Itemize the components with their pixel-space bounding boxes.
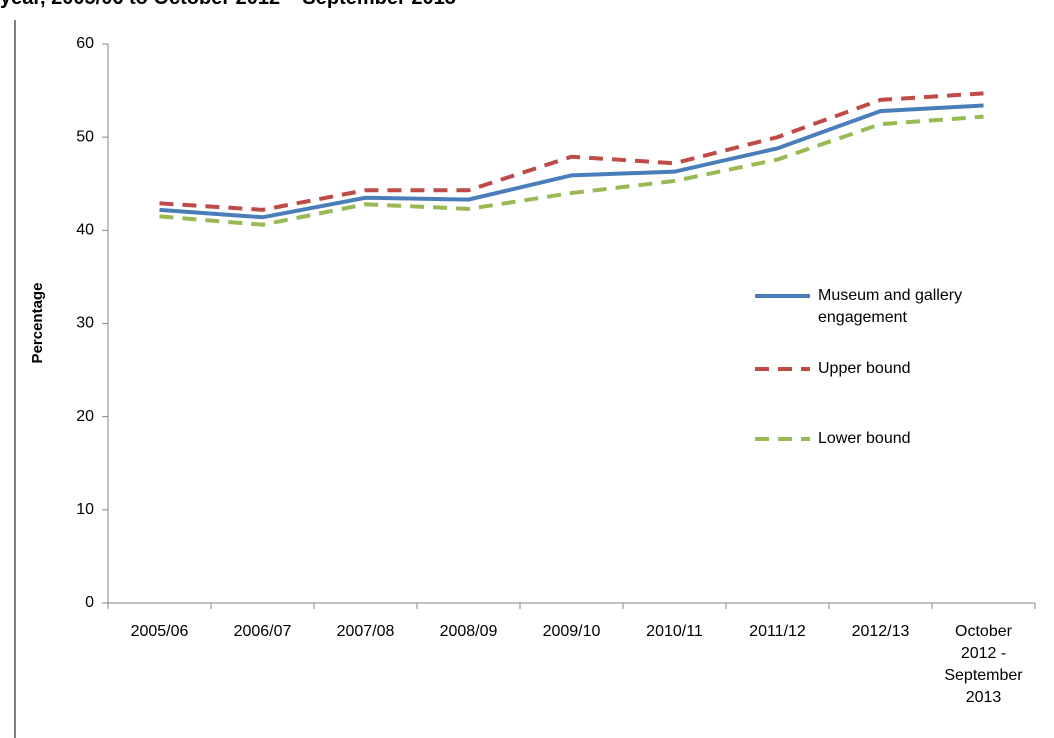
x-tick-label: 2007/08 xyxy=(336,623,395,640)
x-tick-label: 2006/07 xyxy=(233,623,292,640)
y-tick-label: 30 xyxy=(76,315,94,332)
y-tick-label: 40 xyxy=(76,222,94,239)
y-tick-label: 10 xyxy=(76,501,94,518)
y-tick-label: 60 xyxy=(76,35,94,52)
x-tick-label: 2005/06 xyxy=(130,623,189,640)
line-series xyxy=(159,114,984,227)
x-tick-label: 2012/13 xyxy=(851,623,910,640)
x-tick-label: 2009/10 xyxy=(542,623,601,640)
line-series xyxy=(159,103,984,220)
y-tick-label: 0 xyxy=(85,594,94,611)
y-tick-label: 20 xyxy=(76,408,94,425)
y-tick-label: 50 xyxy=(76,128,94,145)
chart-title: year, 2005/06 to October 2012 – Septembe… xyxy=(0,0,456,10)
legend-label: Lower bound xyxy=(818,430,911,447)
x-tick-label: 2008/09 xyxy=(439,623,498,640)
legend-label: Museum and gallery engagement xyxy=(818,287,963,326)
legend-label: Upper bound xyxy=(818,360,911,377)
x-tick-label: October 2012 - September 2013 xyxy=(944,623,1023,706)
x-tick-label: 2011/12 xyxy=(749,623,806,640)
y-axis-label: Percentage xyxy=(29,283,46,364)
line-series xyxy=(159,91,984,212)
x-tick-label: 2010/11 xyxy=(646,623,703,640)
